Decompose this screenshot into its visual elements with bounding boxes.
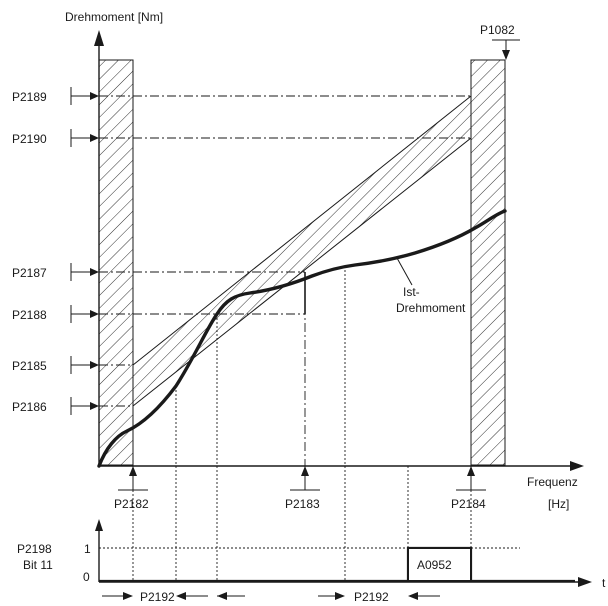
delay-label-2: P2192 xyxy=(354,590,389,604)
projection-lines xyxy=(99,270,520,582)
label-p2185: P2185 xyxy=(12,359,47,373)
warning-label: A0952 xyxy=(417,558,452,572)
signal-param-label: P2198 xyxy=(17,542,52,556)
left-hatched-band xyxy=(98,59,134,466)
delay-label-1: P2192 xyxy=(140,590,175,604)
label-p2186: P2186 xyxy=(12,400,47,414)
label-p2188: P2188 xyxy=(12,308,47,322)
label-p2190: P2190 xyxy=(12,132,47,146)
signal-axes xyxy=(95,519,592,587)
x-axis-label: Frequenz xyxy=(527,475,578,489)
y-axis-label: Drehmoment [Nm] xyxy=(65,10,163,24)
label-p2184: P2184 xyxy=(451,497,486,511)
signal-bit-label: Bit 11 xyxy=(23,558,53,572)
curve-label-line1: Ist- xyxy=(403,285,420,299)
label-p2187: P2187 xyxy=(12,266,47,280)
label-p1082: P1082 xyxy=(480,23,515,37)
signal-level-high: 1 xyxy=(84,542,91,556)
curve-label-leader xyxy=(396,257,413,286)
tolerance-band xyxy=(132,94,472,408)
x-axis-unit: [Hz] xyxy=(548,497,569,511)
signal-level-low: 0 xyxy=(83,570,90,584)
curve-label-line2: Drehmoment xyxy=(396,301,466,315)
frequency-arrows xyxy=(118,39,520,491)
warning-box xyxy=(407,547,472,582)
delay-arrows xyxy=(102,592,440,600)
time-axis-label: t xyxy=(602,576,606,590)
torque-arrows xyxy=(70,87,99,415)
signal-trace xyxy=(99,546,575,583)
main-axes xyxy=(94,30,584,471)
label-p2182: P2182 xyxy=(114,497,149,511)
actual-torque-curve xyxy=(97,209,507,468)
right-hatched-band xyxy=(470,59,506,466)
label-p2183: P2183 xyxy=(285,497,320,511)
label-p2189: P2189 xyxy=(12,90,47,104)
